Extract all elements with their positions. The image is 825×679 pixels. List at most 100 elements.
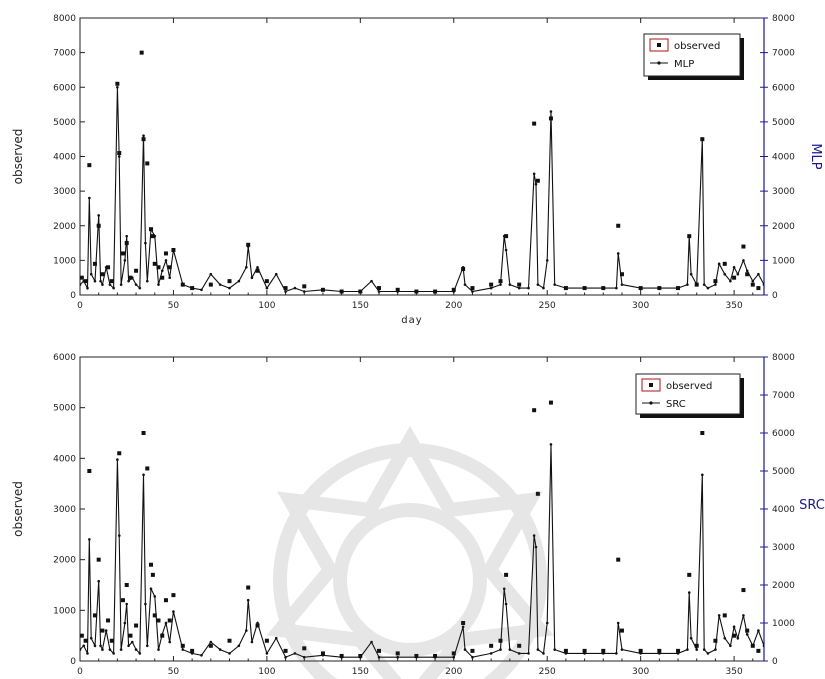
- series-point-src: [502, 587, 506, 591]
- series-point-mlp: [256, 266, 259, 269]
- series-point-src: [149, 587, 153, 591]
- observed-point: [638, 648, 643, 653]
- series-point-src: [504, 602, 508, 606]
- series-point-mlp: [714, 283, 717, 286]
- observed-point: [582, 648, 587, 653]
- series-point-mlp: [545, 259, 549, 262]
- series-point-src: [228, 652, 231, 655]
- series-point-src: [160, 633, 164, 636]
- observed-point: [745, 628, 750, 633]
- series-point-mlp: [302, 290, 306, 293]
- series-point-mlp: [689, 272, 693, 276]
- y-axis-title: observed: [11, 129, 25, 185]
- observed-point: [115, 81, 120, 86]
- observed-point: [96, 557, 101, 562]
- series-point-mlp: [138, 286, 142, 290]
- observed-point: [109, 279, 114, 284]
- x-tick-label: 300: [632, 667, 649, 677]
- observed-point: [80, 633, 84, 638]
- observed-point: [504, 572, 509, 577]
- series-point-src: [701, 473, 704, 477]
- observed-point: [100, 628, 105, 633]
- observed-point: [722, 613, 727, 618]
- series-point-src: [463, 648, 467, 651]
- y-right-tick-label: 0: [772, 291, 778, 301]
- series-point-mlp: [370, 279, 373, 283]
- observed-point: [227, 279, 232, 284]
- x-tick-label: 250: [539, 667, 556, 677]
- y-right-tick-label: 8000: [772, 14, 795, 24]
- series-point-src: [134, 648, 138, 651]
- series-point-mlp: [736, 272, 740, 276]
- y-right-tick-label: 6000: [772, 83, 795, 93]
- observed-point: [109, 638, 114, 643]
- y-right-tick-label: 2000: [772, 581, 795, 591]
- observed-point: [461, 621, 466, 625]
- observed-point: [264, 638, 269, 643]
- series-point-src: [153, 595, 157, 598]
- series-point-mlp: [616, 252, 620, 255]
- series-point-mlp: [246, 245, 250, 248]
- series-point-src: [145, 644, 149, 648]
- series-point-mlp: [134, 283, 138, 286]
- series-point-mlp: [160, 269, 164, 273]
- legend-observed-marker: [657, 43, 661, 47]
- observed-point: [167, 618, 172, 623]
- series-point-src: [131, 640, 134, 644]
- series-point-mlp: [729, 279, 732, 283]
- observed-point: [124, 583, 129, 587]
- series-point-src: [117, 534, 121, 537]
- y-right-tick-label: 3000: [772, 187, 795, 197]
- y-right-tick-label: 6000: [772, 429, 795, 439]
- series-point-mlp: [702, 283, 706, 286]
- series-point-mlp: [463, 283, 467, 286]
- y-tick-label: 3000: [53, 505, 76, 515]
- observed-point: [713, 638, 718, 643]
- observed-point: [83, 279, 88, 284]
- x-tick-label: 100: [258, 301, 275, 311]
- series-point-mlp: [504, 248, 508, 252]
- series-point-mlp: [108, 283, 112, 286]
- series-point-mlp: [168, 276, 172, 279]
- observed-point: [722, 261, 727, 266]
- observed-point: [180, 643, 185, 648]
- series-point-src: [119, 648, 123, 651]
- observed-point: [470, 648, 475, 653]
- observed-point: [283, 286, 288, 291]
- observed-point: [302, 284, 307, 289]
- series-point-src: [157, 648, 160, 651]
- series-point-src: [209, 640, 213, 644]
- chart-mlp: 0 50 100 150 200 250 300 350 0 1000 2000 3000 4000 50…: [11, 14, 823, 326]
- series-point-mlp: [190, 286, 194, 290]
- observed-point: [80, 275, 84, 280]
- x-tick-label: 100: [258, 667, 275, 677]
- series-point-mlp: [218, 283, 222, 286]
- observed-point: [246, 242, 251, 247]
- observed-point: [128, 275, 133, 280]
- series-point-src: [433, 655, 437, 659]
- series-point-mlp: [601, 286, 605, 290]
- observed-point: [745, 272, 750, 277]
- series-point-src: [190, 652, 194, 655]
- series-point-src: [82, 644, 86, 648]
- y-right-tick-label: 7000: [772, 49, 795, 59]
- y-tick-label: 2000: [53, 556, 76, 566]
- observed-point: [535, 491, 540, 496]
- observed-point: [517, 643, 522, 648]
- y-tick-label: 3000: [53, 187, 76, 197]
- series-point-mlp: [502, 234, 506, 238]
- y-right-tick-label: 0: [772, 657, 778, 667]
- series-point-mlp: [145, 279, 149, 283]
- y-tick-label: 4000: [53, 454, 76, 464]
- series-point-mlp: [723, 272, 727, 276]
- observed-point: [283, 648, 288, 653]
- observed-point: [377, 648, 382, 653]
- series-point-src: [104, 629, 108, 632]
- series-point-mlp: [536, 283, 540, 286]
- series-point-mlp: [112, 286, 115, 290]
- series-point-mlp: [751, 279, 755, 283]
- observed-point: [713, 279, 718, 284]
- series-point-src: [742, 614, 745, 617]
- observed-point: [141, 431, 146, 435]
